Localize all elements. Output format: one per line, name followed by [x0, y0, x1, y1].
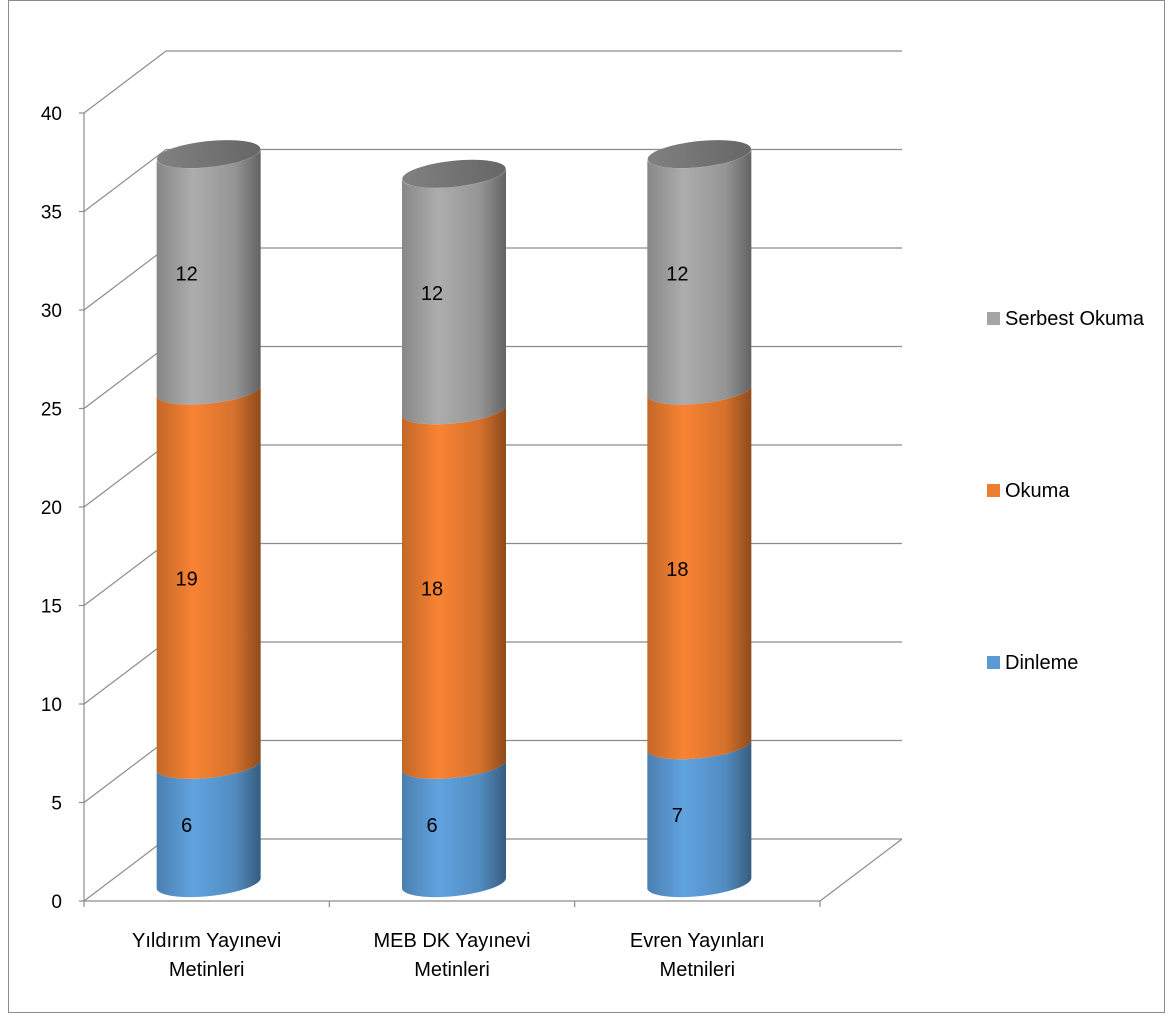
bar-body	[401, 405, 506, 779]
y-tick-label: 30	[41, 301, 62, 322]
data-labels: 6 19 12 6 18 12 7 18 12	[176, 263, 689, 837]
bar-segment-okuma	[401, 405, 506, 779]
data-label: 7	[672, 805, 683, 827]
data-label: 12	[421, 283, 443, 305]
floor-right-edge	[819, 838, 903, 902]
x-category-label: Evren Yayınları Metnileri	[630, 930, 765, 981]
x-category-label: MEB DK Yayınevi Metinleri	[373, 930, 530, 981]
y-tick-label: 20	[41, 498, 62, 519]
y-tick-label: 35	[41, 203, 62, 224]
legend-swatch	[987, 484, 1000, 497]
legend-label: Okuma	[1005, 480, 1070, 502]
bar-top	[647, 140, 752, 169]
gridline-diagonal	[83, 247, 167, 311]
bar-body	[156, 760, 261, 898]
data-label: 12	[176, 263, 198, 285]
gridlines	[83, 50, 902, 902]
data-label: 6	[181, 815, 192, 837]
data-label: 12	[666, 263, 688, 285]
bar-body	[156, 149, 261, 405]
bar-body	[401, 760, 506, 898]
bar-body	[647, 386, 752, 760]
bar-body	[647, 740, 752, 898]
bar-top	[156, 140, 261, 169]
gridline-diagonal	[83, 149, 167, 212]
legend-item-dinleme: Dinleme	[987, 652, 1078, 674]
legend-swatch	[987, 656, 1000, 669]
gridline-diagonal	[83, 543, 167, 606]
gridline-diagonal	[83, 444, 167, 508]
gridline-diagonal	[83, 838, 167, 902]
bar-top	[402, 159, 506, 188]
legend-swatch	[987, 312, 1000, 325]
bar-segment-dinleme	[156, 760, 261, 898]
y-axis: 0 5 10 15 20 25 30 35 40	[41, 104, 84, 913]
legend-label: Serbest Okuma	[1005, 308, 1145, 330]
legend: Serbest Okuma Okuma Dinleme	[987, 308, 1145, 674]
data-label: 18	[666, 559, 688, 581]
legend-item-serbest-okuma: Serbest Okuma	[987, 308, 1145, 330]
y-tick-label: 5	[51, 794, 62, 815]
bar-segment-okuma	[156, 386, 261, 779]
bars	[156, 140, 752, 898]
bar-segment-serbest-okuma	[647, 140, 752, 405]
y-tick-label: 25	[41, 400, 62, 421]
bar-body	[647, 149, 752, 405]
bar-body	[401, 169, 506, 425]
bar-segment-serbest-okuma	[401, 159, 506, 425]
legend-label: Dinleme	[1005, 652, 1078, 674]
legend-item-okuma: Okuma	[987, 480, 1070, 502]
data-label: 6	[426, 815, 437, 837]
gridline-diagonal	[83, 740, 167, 803]
data-label: 19	[176, 569, 198, 591]
x-category-label: Yıldırım Yayınevi Metinleri	[132, 930, 281, 981]
gridline-diagonal	[83, 641, 167, 705]
bar-segment-dinleme	[401, 760, 506, 898]
x-axis: Yıldırım Yayınevi Metinleri MEB DK Yayınev…	[83, 901, 821, 981]
bar-segment-okuma	[647, 386, 752, 760]
y-tick-label: 10	[41, 695, 62, 716]
data-label: 18	[421, 579, 443, 601]
y-tick-label: 0	[51, 892, 62, 913]
gridline-diagonal	[83, 346, 167, 409]
bar-body	[156, 386, 261, 779]
gridline-diagonal	[83, 50, 167, 114]
y-tick-label: 15	[41, 597, 62, 618]
bar-segment-serbest-okuma	[156, 140, 261, 405]
y-tick-label: 40	[41, 104, 62, 125]
bar-segment-dinleme	[647, 740, 752, 898]
